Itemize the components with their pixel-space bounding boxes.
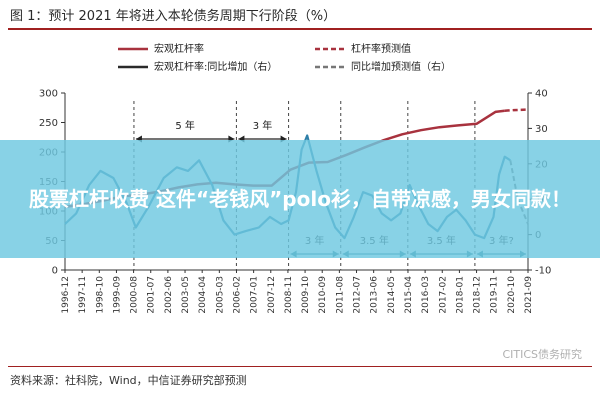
annotation-label-0: 5 年 <box>175 119 195 132</box>
x-tick-label: 2003-05 <box>181 276 191 314</box>
x-tick-label: 1998-10 <box>95 276 105 314</box>
x-tick-label: 2008-11 <box>284 276 294 314</box>
x-tick-label: 2011-08 <box>335 276 345 314</box>
x-tick-label: 2018-12 <box>473 276 483 314</box>
title-divider <box>8 28 592 30</box>
banner-text: 股票杠杆收费 这件“老钱风”polo衫，自带凉感，男女同款！ <box>29 187 571 211</box>
legend-label-2: 宏观杠杆率:同比增加（右） <box>154 60 277 73</box>
x-tick-label: 2000-08 <box>130 276 140 314</box>
x-tick-label: 2014-05 <box>387 276 397 314</box>
x-tick-label: 2013-06 <box>370 276 380 314</box>
x-tick-label: 2002-06 <box>164 276 174 314</box>
x-tick-label: 1997-11 <box>78 276 88 314</box>
right-tick-label: -10 <box>535 266 551 277</box>
x-tick-label: 1999-09 <box>112 276 122 314</box>
x-tick-label: 2006-02 <box>232 276 242 314</box>
left-tick-label: 300 <box>39 89 58 100</box>
source-note: 资料来源：社科院，Wind，中信证券研究部预测 <box>10 374 247 387</box>
x-tick-label: 2007-01 <box>250 276 260 314</box>
chart-title-bar: 图 1：预计 2021 年将进入本轮债务周期下行阶段（%） <box>0 0 600 28</box>
watermark: CITICS债务研究 <box>502 348 582 361</box>
x-tick-label: 2016-03 <box>421 276 431 314</box>
x-tick-label: 1996-12 <box>61 276 71 314</box>
overlay-banner[interactable]: 股票杠杆收费 这件“老钱风”polo衫，自带凉感，男女同款！ <box>0 140 600 258</box>
x-tick-label: 2017-02 <box>438 276 448 314</box>
x-tick-label: 2010-09 <box>318 276 328 314</box>
source-divider <box>8 366 592 367</box>
right-tick-label: 30 <box>535 124 548 135</box>
left-tick-label: 250 <box>39 118 58 129</box>
x-tick-label: 2021-09 <box>524 276 534 314</box>
x-tick-label: 2004-04 <box>198 276 208 314</box>
legend-label-0: 宏观杠杆率 <box>154 42 204 55</box>
x-tick-label: 2005-03 <box>215 276 225 314</box>
x-tick-label: 2007-12 <box>267 276 277 314</box>
x-tick-label: 2019-11 <box>490 276 500 314</box>
legend-label-3: 同比增加预测值（右） <box>351 60 451 73</box>
x-tick-label: 2012-07 <box>353 276 363 314</box>
x-tick-label: 2009-10 <box>301 276 311 314</box>
x-tick-label: 2018-01 <box>455 276 465 314</box>
x-tick-label: 2001-07 <box>147 276 157 314</box>
chart-title: 图 1：预计 2021 年将进入本轮债务周期下行阶段（%） <box>10 8 337 24</box>
legend-label-1: 杠杆率预测值 <box>351 42 411 55</box>
series-line-leverage-forecast <box>504 108 529 112</box>
annotation-label-1: 3 年 <box>253 119 273 132</box>
right-tick-label: 40 <box>535 89 548 100</box>
x-tick-label: 2015-04 <box>404 276 414 314</box>
left-tick-label: 0 <box>52 266 58 277</box>
x-tick-label: 2020-10 <box>507 276 517 314</box>
